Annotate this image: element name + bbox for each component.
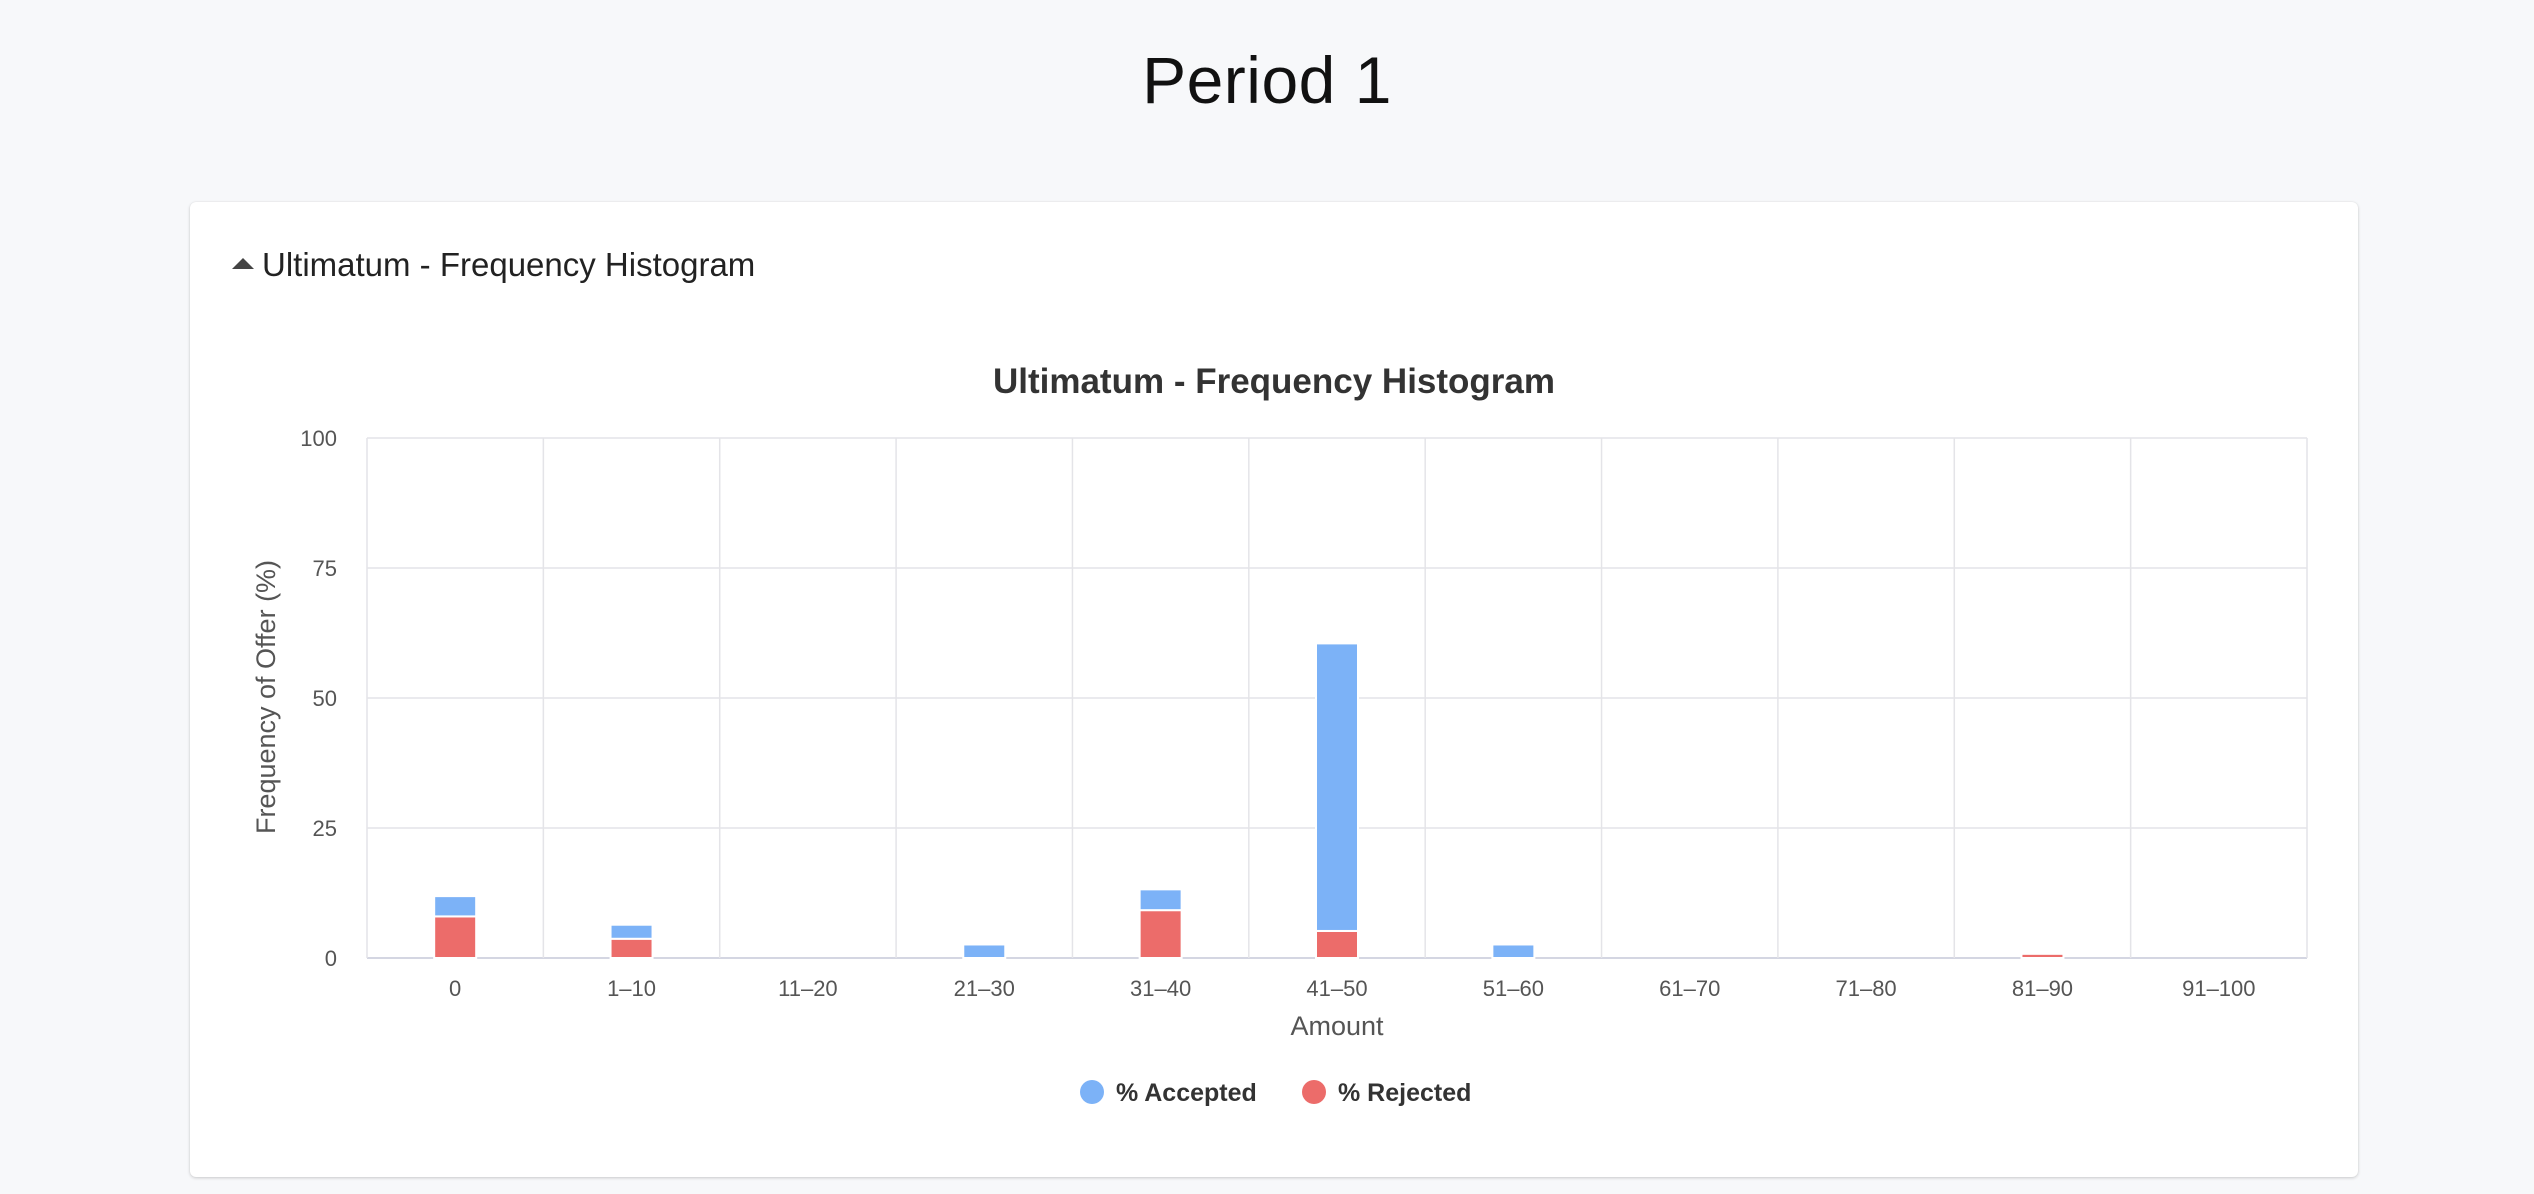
- x-tick-label: 91–100: [2182, 976, 2255, 1001]
- x-tick-label: 51–60: [1483, 976, 1544, 1001]
- x-tick-label: 31–40: [1130, 976, 1191, 1001]
- bar-rejected[interactable]: [609, 937, 654, 960]
- grid-lines: [366, 437, 2308, 959]
- y-tick-label: 100: [300, 426, 337, 451]
- x-tick-label: 1–10: [607, 976, 656, 1001]
- legend-label[interactable]: % Accepted: [1116, 1079, 1257, 1107]
- frequency-histogram-chart: Ultimatum - Frequency Histogram 0 25 50 75 1…: [251, 362, 2308, 1107]
- y-tick-label: 50: [313, 686, 337, 711]
- x-axis-ticks: 0 1–10 11–20 21–30 31–40 41–50 51–60 61–70 71–80…: [449, 976, 2255, 1001]
- bar-rejected[interactable]: [1315, 929, 1359, 960]
- panel-header-label: Ultimatum - Frequency Histogram: [262, 246, 756, 283]
- bar-accepted[interactable]: [1491, 943, 1536, 959]
- bar-rejected[interactable]: [1138, 909, 1183, 959]
- bar-rejected[interactable]: [2020, 952, 2065, 960]
- legend-marker[interactable]: [1080, 1080, 1104, 1104]
- x-tick-label: 71–80: [1835, 976, 1896, 1001]
- bars: [433, 642, 2065, 960]
- x-tick-label: 81–90: [2012, 976, 2073, 1001]
- legend-label[interactable]: % Rejected: [1338, 1079, 1471, 1107]
- x-tick-label: 0: [449, 976, 461, 1001]
- bar-rejected[interactable]: [433, 915, 478, 960]
- y-tick-label: 25: [313, 816, 337, 841]
- bar-accepted[interactable]: [1138, 888, 1183, 912]
- caret-up-icon[interactable]: [232, 257, 254, 269]
- x-tick-label: 21–30: [954, 976, 1015, 1001]
- chart-title: Ultimatum - Frequency Histogram: [993, 362, 1555, 401]
- legend-marker[interactable]: [1302, 1080, 1326, 1104]
- bar-accepted[interactable]: [1315, 642, 1359, 932]
- bar-accepted[interactable]: [609, 923, 654, 940]
- bar-accepted[interactable]: [433, 895, 478, 918]
- legend: % Accepted % Rejected: [1080, 1079, 1471, 1107]
- panel-collapse-toggle[interactable]: Ultimatum - Frequency Histogram: [232, 246, 755, 284]
- x-tick-label: 41–50: [1306, 976, 1367, 1001]
- y-tick-label: 75: [313, 556, 337, 581]
- x-tick-label: 61–70: [1659, 976, 1720, 1001]
- x-axis-label: Amount: [1290, 1011, 1384, 1041]
- y-tick-label: 0: [325, 946, 337, 971]
- histogram-panel: Ultimatum - Frequency Histogram Ultimatu…: [190, 202, 2358, 1177]
- y-axis-label: Frequency of Offer (%): [251, 560, 281, 834]
- page-title: Period 1: [1142, 43, 1392, 117]
- bar-accepted[interactable]: [962, 943, 1007, 959]
- x-tick-label: 11–20: [778, 976, 838, 1001]
- y-axis-ticks: 0 25 50 75 100: [300, 426, 337, 971]
